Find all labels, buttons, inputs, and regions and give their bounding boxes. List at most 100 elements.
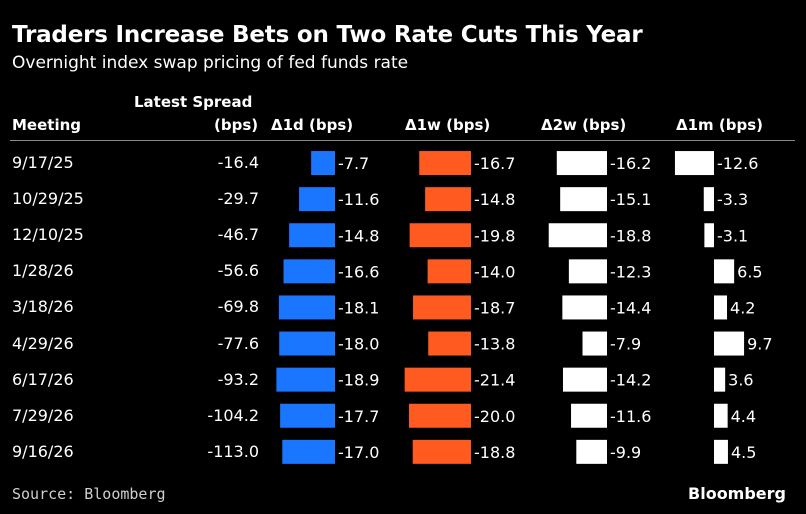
- bar-label-w1: -14.0: [474, 262, 515, 281]
- bar-label-w1: -19.8: [474, 226, 515, 245]
- header-meeting: Meeting: [12, 116, 82, 134]
- latest-spread: -46.7: [217, 225, 259, 245]
- header-spread-line2: (bps): [214, 116, 259, 134]
- latest-spread: -104.2: [207, 405, 259, 425]
- chart-subtitle: Overnight index swap pricing of fed fund…: [12, 53, 409, 73]
- bar-w2: [560, 187, 607, 212]
- meeting-date: 7/29/26: [12, 405, 74, 425]
- bar-label-d1: -14.8: [338, 226, 379, 245]
- meeting-date: 12/10/25: [12, 225, 84, 245]
- bar-w2: [562, 295, 607, 320]
- bar-d1: [280, 403, 335, 428]
- bar-m1: [714, 331, 745, 356]
- bar-label-m1: 3.6: [728, 371, 753, 390]
- bar-w1: [428, 331, 471, 356]
- bar-label-w2: -14.2: [610, 371, 651, 390]
- bar-d1: [289, 223, 335, 248]
- bar-label-m1: 9.7: [747, 335, 772, 354]
- bar-w2: [576, 439, 607, 464]
- bar-label-w1: -20.0: [474, 407, 515, 426]
- latest-spread: -93.2: [217, 369, 259, 389]
- bar-w1: [409, 403, 471, 428]
- bar-label-w2: -16.2: [610, 154, 651, 173]
- bar-w2: [571, 403, 607, 428]
- header-divider: [10, 140, 795, 141]
- bar-w2: [548, 223, 607, 248]
- bar-label-w1: -18.7: [474, 298, 515, 317]
- bar-label-m1: -3.3: [717, 190, 748, 209]
- bar-label-w1: -13.8: [474, 335, 515, 354]
- bar-w2: [562, 367, 607, 392]
- bar-label-w2: -11.6: [610, 407, 651, 426]
- bar-label-d1: -18.0: [338, 335, 379, 354]
- bar-m1: [703, 187, 714, 212]
- bar-label-w2: -9.9: [610, 443, 641, 462]
- bar-label-w2: -12.3: [610, 262, 651, 281]
- header-d1: Δ1d (bps): [271, 116, 354, 134]
- latest-spread: -77.6: [217, 333, 259, 353]
- bar-w1: [412, 439, 471, 464]
- bar-m1: [704, 223, 714, 248]
- bar-label-w1: -21.4: [474, 371, 515, 390]
- bar-m1: [714, 439, 728, 464]
- bar-w2: [582, 331, 607, 356]
- bar-label-w1: -14.8: [474, 190, 515, 209]
- meeting-date: 4/29/26: [12, 333, 74, 353]
- bar-d1: [311, 151, 335, 176]
- bar-label-d1: -17.0: [338, 443, 379, 462]
- bar-w2: [556, 151, 607, 176]
- bar-d1: [283, 259, 335, 284]
- meeting-date: 10/29/25: [12, 189, 84, 209]
- bar-d1: [279, 331, 335, 356]
- bar-label-m1: -3.1: [717, 226, 748, 245]
- bar-label-m1: 4.4: [731, 407, 756, 426]
- bar-d1: [299, 187, 335, 212]
- meeting-date: 1/28/26: [12, 261, 74, 281]
- bar-label-w1: -18.8: [474, 443, 515, 462]
- bar-label-d1: -18.9: [338, 371, 379, 390]
- header-w1: Δ1w (bps): [405, 116, 491, 134]
- bar-m1: [714, 295, 728, 320]
- header-m1: Δ1m (bps): [676, 116, 764, 134]
- header-w2: Δ2w (bps): [541, 116, 627, 134]
- bar-label-d1: -7.7: [338, 154, 369, 173]
- bar-w1: [425, 187, 471, 212]
- bar-label-w2: -7.9: [610, 335, 641, 354]
- bar-d1: [276, 367, 335, 392]
- bar-label-w2: -15.1: [610, 190, 651, 209]
- meeting-date: 9/17/25: [12, 153, 74, 173]
- bloomberg-logo: Bloomberg: [688, 484, 786, 503]
- bar-label-m1: -12.6: [717, 154, 758, 173]
- latest-spread: -113.0: [207, 441, 259, 461]
- latest-spread: -56.6: [217, 261, 259, 281]
- source-note: Source: Bloomberg: [12, 485, 166, 503]
- bar-label-w2: -18.8: [610, 226, 651, 245]
- bar-w2: [568, 259, 607, 284]
- chart-title: Traders Increase Bets on Two Rate Cuts T…: [12, 22, 643, 48]
- header-spread-line1: Latest Spread: [134, 93, 253, 111]
- bar-label-m1: 4.2: [730, 298, 755, 317]
- bar-label-d1: -17.7: [338, 407, 379, 426]
- bar-label-d1: -18.1: [338, 298, 379, 317]
- bar-label-w1: -16.7: [474, 154, 515, 173]
- bar-w1: [404, 367, 471, 392]
- meeting-date: 3/18/26: [12, 297, 74, 317]
- bar-label-d1: -16.6: [338, 262, 379, 281]
- latest-spread: -69.8: [217, 297, 259, 317]
- bar-d1: [278, 295, 335, 320]
- bar-m1: [714, 367, 726, 392]
- latest-spread: -16.4: [217, 153, 259, 173]
- bar-m1: [714, 403, 728, 428]
- bar-w1: [419, 151, 471, 176]
- latest-spread: -29.7: [217, 189, 259, 209]
- bar-w1: [413, 295, 471, 320]
- bar-label-w2: -14.4: [610, 298, 651, 317]
- bar-m1: [674, 151, 714, 176]
- bar-label-m1: 4.5: [731, 443, 756, 462]
- bar-m1: [714, 259, 735, 284]
- bar-label-d1: -11.6: [338, 190, 379, 209]
- bar-d1: [282, 439, 335, 464]
- meeting-date: 6/17/26: [12, 369, 74, 389]
- bar-w1: [409, 223, 471, 248]
